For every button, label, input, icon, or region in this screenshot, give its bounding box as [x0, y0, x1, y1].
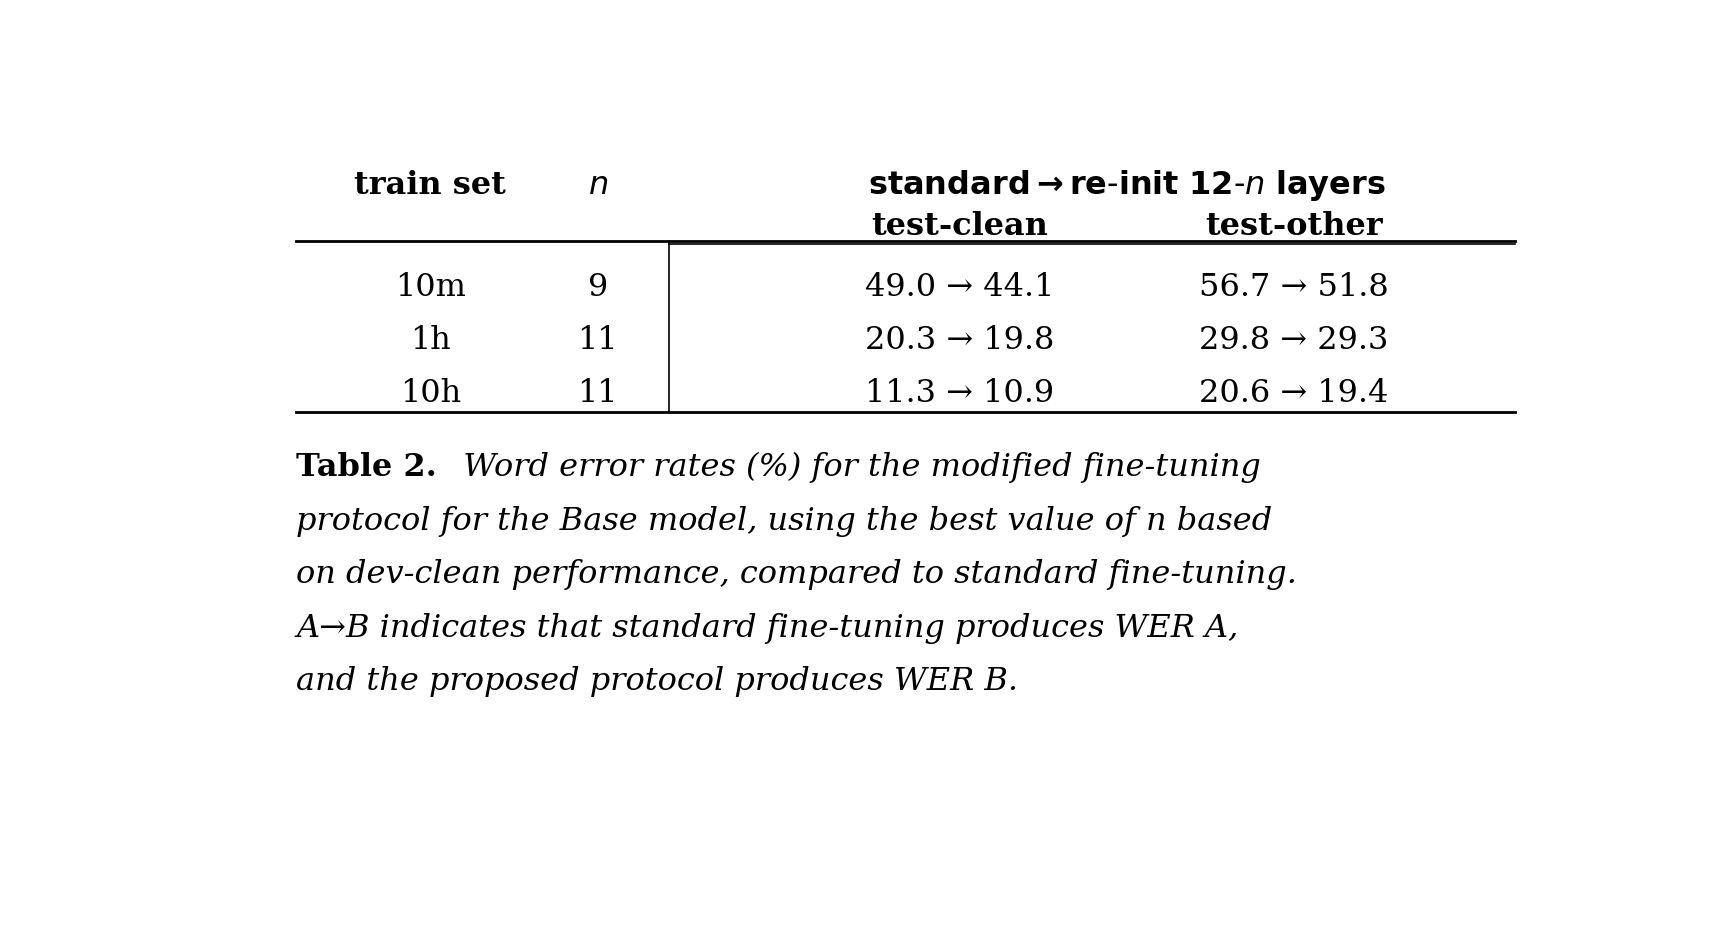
Text: test-other: test-other: [1204, 211, 1382, 242]
Text: 10h: 10h: [399, 378, 461, 409]
Text: train set: train set: [354, 170, 506, 202]
Text: test-clean: test-clean: [871, 211, 1047, 242]
Text: 56.7 → 51.8: 56.7 → 51.8: [1199, 272, 1389, 304]
Text: 20.6 → 19.4: 20.6 → 19.4: [1199, 378, 1389, 409]
Text: A→B indicates that standard fine-tuning produces WER A,: A→B indicates that standard fine-tuning …: [297, 613, 1239, 644]
Text: 29.8 → 29.3: 29.8 → 29.3: [1199, 325, 1389, 357]
Text: 20.3 → 19.8: 20.3 → 19.8: [864, 325, 1054, 357]
Text: 9: 9: [588, 272, 608, 304]
Text: 11: 11: [577, 378, 619, 409]
Text: 1h: 1h: [410, 325, 451, 357]
Text: on dev-clean performance, compared to standard fine-tuning.: on dev-clean performance, compared to st…: [297, 559, 1298, 590]
Text: Table 2.: Table 2.: [297, 452, 437, 483]
Text: protocol for the Base model, using the best value of n based: protocol for the Base model, using the b…: [297, 506, 1272, 536]
Text: $\mathbf{standard \rightarrow re\text{-}init\ 12\text{-}}\mathit{n}\mathbf{\ lay: $\mathbf{standard \rightarrow re\text{-}…: [867, 169, 1386, 204]
Text: 11: 11: [577, 325, 619, 357]
Text: 10m: 10m: [394, 272, 467, 304]
Text: 49.0 → 44.1: 49.0 → 44.1: [864, 272, 1054, 304]
Text: 11.3 → 10.9: 11.3 → 10.9: [864, 378, 1054, 409]
Text: and the proposed protocol produces WER B.: and the proposed protocol produces WER B…: [297, 666, 1018, 697]
Text: $n$: $n$: [588, 170, 608, 202]
Text: Word error rates (%) for the modified fine-tuning: Word error rates (%) for the modified fi…: [442, 452, 1260, 483]
